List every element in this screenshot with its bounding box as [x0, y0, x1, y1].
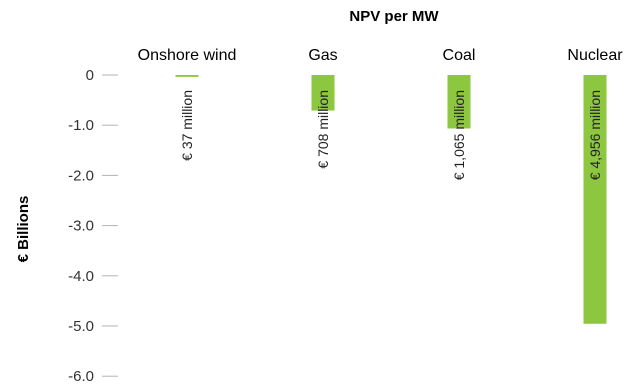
- data-label: € 708 million: [315, 90, 331, 169]
- y-tick-label: -1.0: [68, 117, 94, 134]
- data-label: € 4,956 million: [587, 90, 603, 180]
- y-tick-label: -5.0: [68, 318, 94, 335]
- category-label: Coal: [443, 47, 476, 64]
- bar: [583, 75, 607, 324]
- category-label: Nuclear: [567, 47, 623, 64]
- y-tick-label: -6.0: [68, 368, 94, 385]
- y-axis-label: € Billions: [15, 196, 32, 263]
- y-tick-label: -2.0: [68, 167, 94, 184]
- chart-title: NPV per MW: [349, 8, 439, 25]
- category-label: Onshore wind: [138, 47, 237, 64]
- y-tick-label: 0: [86, 67, 94, 84]
- data-label: € 37 million: [179, 90, 195, 161]
- y-tick-label: -4.0: [68, 268, 94, 285]
- bar: [175, 75, 199, 77]
- bar: [447, 75, 471, 129]
- category-label: Gas: [308, 47, 337, 64]
- data-label: € 1,065 million: [451, 90, 467, 180]
- bar: [311, 75, 335, 111]
- y-tick-label: -3.0: [68, 218, 94, 235]
